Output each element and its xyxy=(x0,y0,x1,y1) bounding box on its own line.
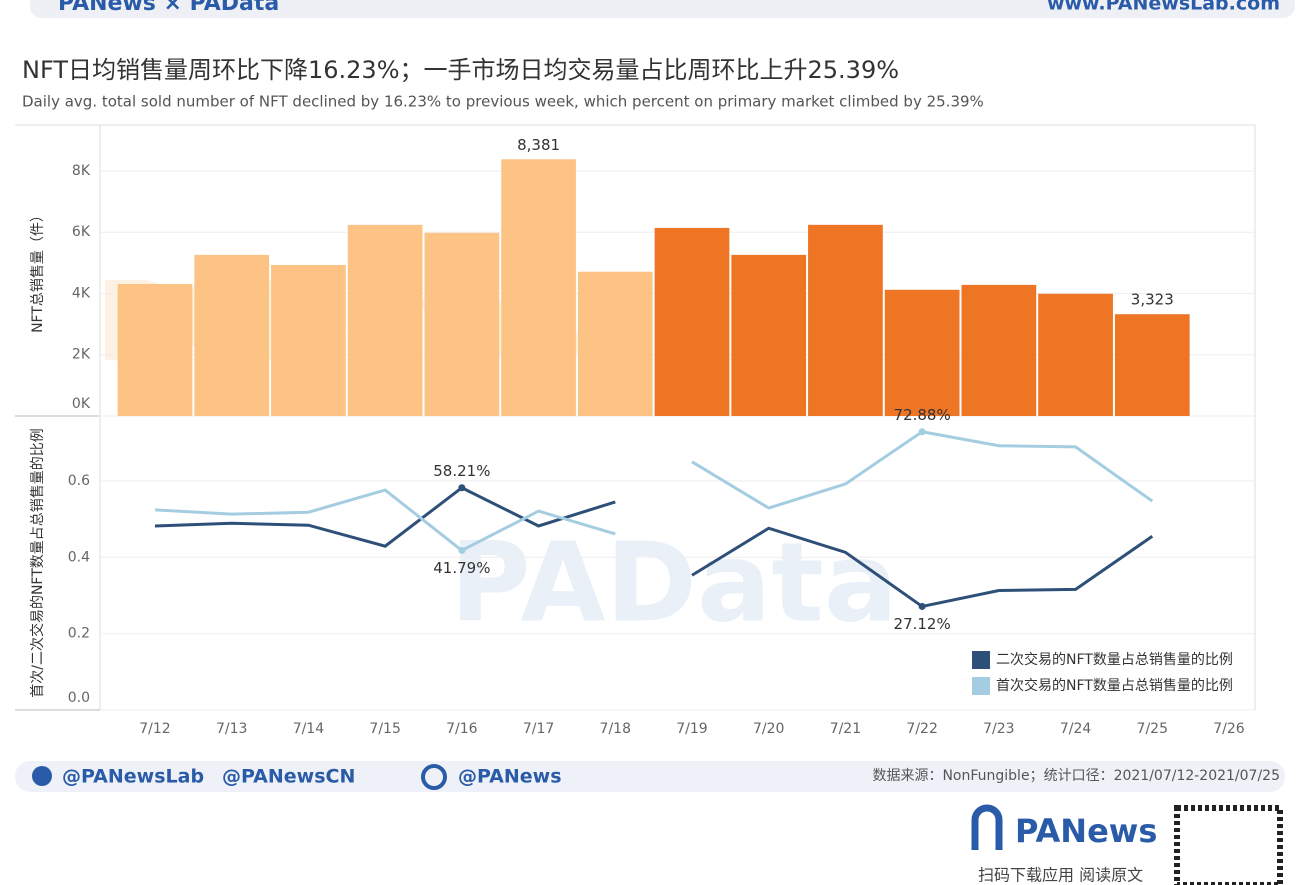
data-label: 58.21% xyxy=(433,462,490,480)
twitter-icon xyxy=(32,766,52,786)
bar xyxy=(808,224,883,416)
x-tick-label: 7/13 xyxy=(216,721,247,737)
legend-label: 首次交易的NFT数量占总销售量的比例 xyxy=(996,677,1233,694)
watermark: PAData xyxy=(450,518,898,646)
qr-caption: 扫码下载应用 阅读原文 xyxy=(978,866,1143,885)
x-tick-label: 7/16 xyxy=(446,721,478,737)
brand-logo: PANews xyxy=(1015,812,1157,850)
legend-swatch xyxy=(972,651,990,669)
legend-swatch xyxy=(972,677,990,695)
y-tick-label: 6K xyxy=(72,224,91,240)
data-label: 41.79% xyxy=(433,559,490,577)
data-label: 3,323 xyxy=(1131,291,1174,309)
y-tick-label: 8K xyxy=(72,163,91,179)
y-axis-label: 首次/二次交易的NFT数量占总销售量的比例 xyxy=(29,428,46,698)
x-tick-label: 7/23 xyxy=(983,721,1014,737)
bar xyxy=(577,271,653,416)
brand-icon xyxy=(971,804,1003,850)
y-tick-label: 0.4 xyxy=(68,549,90,565)
y-tick-label: 0.0 xyxy=(68,690,90,706)
header-logo: PANews × PAData xyxy=(58,0,279,16)
point xyxy=(458,484,466,492)
bar xyxy=(194,254,270,416)
twitter-handle: @PANewsCN xyxy=(222,766,355,788)
x-tick-label: 7/19 xyxy=(676,721,707,737)
bar xyxy=(654,227,730,416)
weibo-icon xyxy=(421,764,447,790)
bar xyxy=(731,254,807,416)
footer-band xyxy=(15,761,1285,792)
data-label: 27.12% xyxy=(894,615,951,633)
x-tick-label: 7/14 xyxy=(293,721,325,737)
bar xyxy=(1114,314,1190,416)
y-tick-label: 0.6 xyxy=(68,473,90,489)
data-label: 8,381 xyxy=(517,136,560,154)
bar xyxy=(501,159,576,416)
x-tick-label: 7/15 xyxy=(369,721,400,737)
y-tick-label: 2K xyxy=(72,347,91,363)
weibo-handle: @PANews xyxy=(458,766,562,788)
source-note: 数据来源：NonFungible；统计口径：2021/07/12-2021/07… xyxy=(872,768,1280,784)
x-tick-label: 7/24 xyxy=(1060,721,1092,737)
header-site: www.PANewsLab.com xyxy=(1047,0,1280,15)
x-tick-label: 7/20 xyxy=(753,721,784,737)
chart-subtitle: Daily avg. total sold number of NFT decl… xyxy=(22,93,984,111)
twitter-handle: @PANewsLab xyxy=(62,766,204,788)
qr-code xyxy=(1174,805,1283,885)
x-tick-label: 7/25 xyxy=(1137,721,1168,737)
chart-title: NFT日均销售量周环比下降16.23%；一手市场日均交易量占比周环比上升25.3… xyxy=(22,56,899,84)
y-tick-label: 0K xyxy=(72,396,91,412)
plot: PANewsPAData7/127/137/147/157/167/177/18… xyxy=(29,136,1255,737)
legend-label: 二次交易的NFT数量占总销售量的比例 xyxy=(996,651,1233,668)
x-tick-label: 7/21 xyxy=(830,721,861,737)
x-tick-label: 7/26 xyxy=(1213,721,1245,737)
point xyxy=(918,428,926,436)
x-tick-label: 7/12 xyxy=(139,721,170,737)
bar xyxy=(1038,293,1113,416)
bar xyxy=(884,289,960,416)
bar xyxy=(271,264,346,416)
y-tick-label: 0.2 xyxy=(68,626,90,642)
x-tick-label: 7/22 xyxy=(906,721,937,737)
bar xyxy=(424,232,500,416)
y-tick-label: 4K xyxy=(72,285,91,301)
point xyxy=(458,546,466,554)
bar xyxy=(347,224,423,416)
x-tick-label: 7/18 xyxy=(600,721,631,737)
bar xyxy=(117,283,193,416)
header-band xyxy=(30,0,1295,18)
data-label: 72.88% xyxy=(894,406,951,424)
y-axis-label: NFT总销售量（件） xyxy=(30,208,46,333)
x-tick-label: 7/17 xyxy=(523,721,554,737)
point xyxy=(918,602,926,610)
bar xyxy=(961,284,1037,416)
